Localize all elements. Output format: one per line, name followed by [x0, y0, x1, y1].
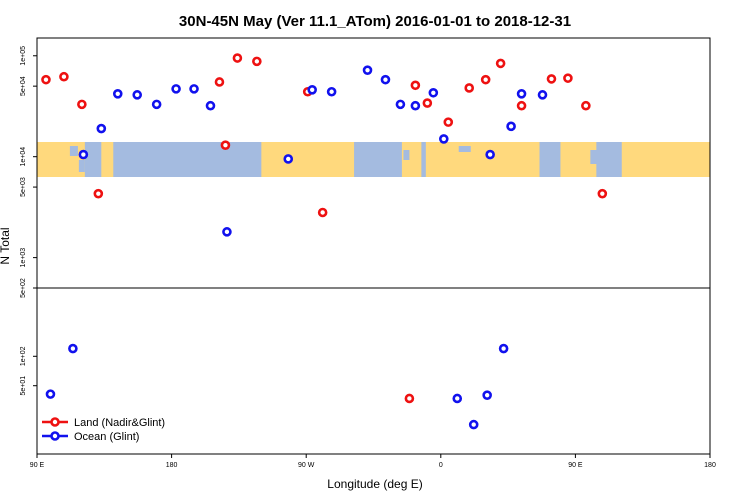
land-point	[41, 74, 51, 85]
map-land	[101, 142, 114, 177]
land-point	[410, 80, 421, 91]
y-tick-label: 1e+03	[20, 248, 27, 268]
ocean-point	[506, 121, 516, 132]
map-ocean-patch	[78, 160, 85, 172]
land-point	[232, 53, 243, 63]
chart-title: 30N-45N May (Ver 11.1_ATom) 2016-01-01 t…	[179, 13, 571, 30]
x-tick-label: 90 E	[568, 462, 583, 469]
map-land	[425, 142, 540, 177]
ocean-point	[307, 85, 317, 95]
world-map-strip	[37, 142, 710, 177]
ocean-point	[537, 90, 548, 100]
land-point	[546, 74, 557, 84]
land-point	[214, 77, 225, 87]
ocean-point	[482, 390, 492, 400]
ocean-point	[452, 393, 463, 404]
ocean-point	[78, 149, 89, 160]
ocean-point	[189, 84, 199, 94]
ocean-point	[362, 65, 373, 75]
ocean-point	[326, 86, 337, 97]
x-tick-label: 180	[166, 462, 178, 469]
land-point	[317, 207, 328, 218]
ocean-point	[283, 154, 294, 164]
legend: Land (Nadir&Glint) Ocean (Glint)	[42, 417, 165, 443]
map-ocean-patch	[69, 146, 78, 156]
y-tick-label: 1e+04	[20, 147, 27, 167]
ocean-point	[428, 87, 439, 98]
ocean-point	[410, 100, 421, 111]
land-point	[93, 188, 104, 199]
map-ocean-patch	[590, 150, 598, 164]
legend-label: Ocean (Glint)	[74, 431, 139, 443]
x-axis-label: Longitude (deg E)	[327, 477, 422, 491]
land-point	[252, 56, 262, 67]
map-land	[261, 142, 355, 177]
land-point	[464, 83, 475, 93]
land-point	[422, 98, 433, 108]
y-tick-label: 5e+04	[20, 76, 27, 96]
land-point	[597, 188, 608, 199]
x-tick-label: 180	[704, 462, 716, 469]
y-tick-label: 1e+02	[20, 346, 27, 366]
land-point	[495, 58, 506, 69]
ocean-point	[498, 343, 509, 354]
ocean-point	[205, 100, 216, 111]
ocean-point	[151, 99, 162, 110]
land-point	[563, 73, 573, 83]
land-point	[480, 74, 491, 85]
land-point	[77, 99, 87, 110]
y-tick-label: 5e+01	[20, 376, 27, 396]
ocean-point	[112, 88, 123, 99]
x-tick-label: 0	[439, 462, 443, 469]
ocean-point	[468, 419, 479, 430]
ocean-point	[96, 123, 107, 134]
ocean-point	[222, 227, 232, 237]
ocean-point	[395, 99, 406, 110]
land-point	[516, 100, 527, 111]
ocean-point	[485, 149, 495, 160]
ocean-point	[380, 74, 391, 85]
x-tick-label: 90 E	[30, 462, 45, 469]
ocean-point	[132, 90, 143, 100]
legend-label: Land (Nadir&Glint)	[74, 417, 165, 429]
ocean-point	[516, 88, 527, 99]
ocean-point	[45, 389, 56, 399]
ocean-point	[68, 343, 78, 354]
map-ocean-patch	[458, 146, 471, 152]
land-point	[220, 140, 231, 150]
legend-marker	[50, 417, 60, 427]
map-ocean	[37, 142, 710, 177]
axis-ticks: 90 E 180 90 W 0 90 E 180 1e+03 5e+03 1e+04 5e+04 1…	[20, 46, 716, 469]
ocean-point	[171, 84, 181, 94]
x-tick-label: 90 W	[298, 462, 315, 469]
y-tick-label: 5e+02	[20, 278, 27, 298]
y-axis-label: N Total	[0, 227, 12, 264]
data-points	[41, 53, 608, 430]
plot-frame	[36, 37, 711, 455]
map-ocean-patch	[403, 150, 410, 160]
land-point	[443, 117, 454, 127]
y-tick-label: 5e+03	[20, 177, 27, 197]
map-land	[621, 142, 710, 177]
y-tick-label: 1e+05	[20, 46, 27, 66]
land-point	[581, 100, 591, 111]
ocean-point	[438, 134, 449, 144]
land-point	[59, 71, 69, 82]
legend-marker	[50, 431, 60, 441]
land-point	[404, 393, 415, 404]
